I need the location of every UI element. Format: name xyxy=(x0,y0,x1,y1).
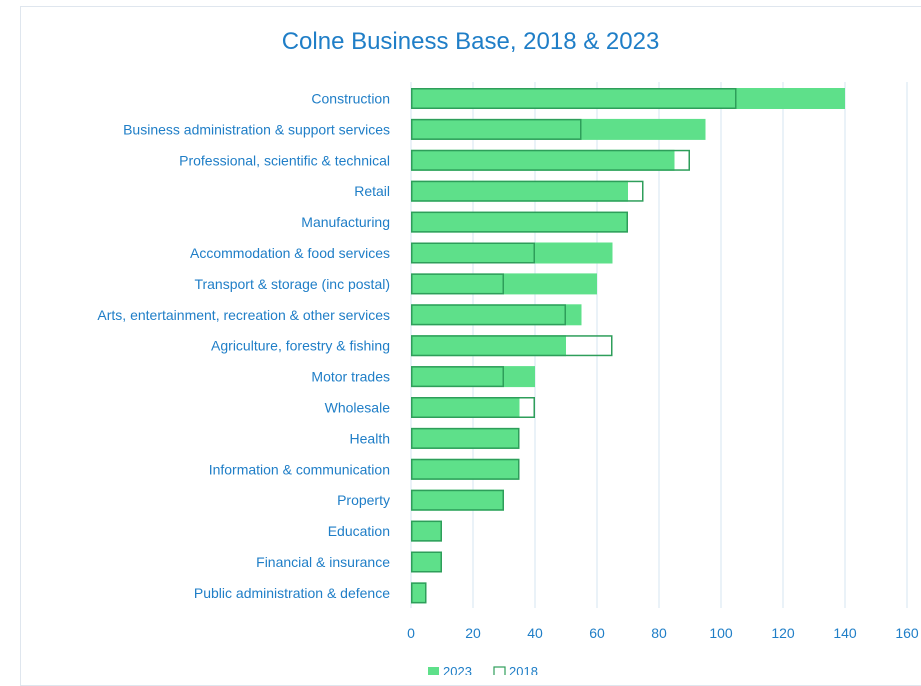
x-tick-label: 40 xyxy=(527,625,543,641)
bar-2023 xyxy=(411,366,535,388)
legend-swatch-2018 xyxy=(493,666,506,675)
legend: 2023 2018 xyxy=(428,664,538,675)
x-tick-label: 20 xyxy=(465,625,481,641)
x-tick-label: 120 xyxy=(771,625,795,641)
bar-2018 xyxy=(411,335,613,357)
legend-swatch-2023 xyxy=(428,667,439,675)
category-label: Arts, entertainment, recreation & other … xyxy=(97,307,390,323)
bar-2023 xyxy=(411,458,520,480)
category-label: Health xyxy=(350,430,390,446)
category-label: Retail xyxy=(354,183,390,199)
x-tick-label: 100 xyxy=(709,625,733,641)
category-label: Wholesale xyxy=(325,400,391,416)
category-label: Information & communication xyxy=(209,461,390,477)
bar-2018 xyxy=(411,211,628,233)
bar-2023 xyxy=(411,242,613,264)
bar-2018 xyxy=(411,489,504,511)
chart-title: Colne Business Base, 2018 & 2023 xyxy=(281,28,660,55)
bar-2018 xyxy=(411,427,520,449)
category-label: Public administration & defence xyxy=(194,585,390,601)
category-label: Education xyxy=(328,523,390,539)
x-tick-label: 80 xyxy=(651,625,667,641)
bar-2023 xyxy=(411,335,566,357)
bar-2023 xyxy=(411,397,520,418)
bar-2018 xyxy=(411,242,535,264)
bar-2018 xyxy=(411,551,442,573)
bar-2018 xyxy=(411,149,690,171)
bar-2023 xyxy=(411,180,628,202)
legend-label-2023: 2023 xyxy=(443,664,472,675)
bar-2023 xyxy=(411,427,520,449)
category-label: Construction xyxy=(311,91,390,107)
bar-2018 xyxy=(411,520,442,542)
category-label: Agriculture, forestry & fishing xyxy=(211,338,390,354)
category-label: Professional, scientific & technical xyxy=(179,152,390,168)
category-label: Financial & insurance xyxy=(256,554,390,570)
bar-2018 xyxy=(411,304,566,326)
bar-2018 xyxy=(411,366,504,388)
legend-label-2018: 2018 xyxy=(509,664,538,675)
bar-2018 xyxy=(411,118,582,140)
bar-2023 xyxy=(411,211,628,233)
bar-2023 xyxy=(411,88,845,109)
category-label: Motor trades xyxy=(311,369,390,385)
bar-2023 xyxy=(411,489,504,511)
x-tick-label: 60 xyxy=(589,625,605,641)
x-tick-label: 140 xyxy=(833,625,857,641)
category-label: Transport & storage (inc postal) xyxy=(194,276,390,292)
x-tick-layer: 0 20 40 60 80 100 120 140 160 xyxy=(407,625,919,641)
bar-2023 xyxy=(411,304,582,326)
category-label: Accommodation & food services xyxy=(190,245,390,261)
bar-2018 xyxy=(411,88,737,109)
category-label: Business administration & support servic… xyxy=(123,121,390,137)
bar-layer xyxy=(411,88,845,604)
bar-2018 xyxy=(411,458,520,480)
category-label: Manufacturing xyxy=(301,214,390,230)
bar-2023 xyxy=(411,551,442,573)
bar-2018 xyxy=(411,582,427,604)
bar-2018 xyxy=(411,397,535,418)
category-label: Property xyxy=(337,492,390,508)
x-tick-label: 160 xyxy=(895,625,919,641)
bar-2023 xyxy=(411,149,675,171)
bar-2023 xyxy=(411,582,427,604)
bar-2023 xyxy=(411,118,706,140)
bar-2018 xyxy=(411,273,504,295)
x-tick-label: 0 xyxy=(407,625,415,641)
category-label-layer: Construction Business administration & su… xyxy=(97,91,390,601)
bar-2018 xyxy=(411,180,644,202)
bar-2023 xyxy=(411,520,442,542)
